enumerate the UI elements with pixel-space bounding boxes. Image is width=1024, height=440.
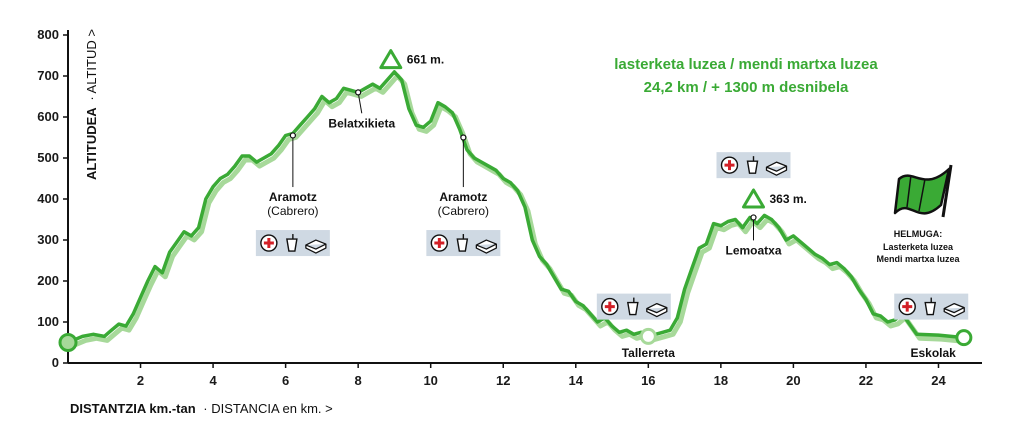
drink-cup-icon: [286, 238, 298, 252]
service-icons-box: [716, 152, 791, 179]
service-icons-box: [894, 293, 969, 320]
x-tick-label: 14: [569, 373, 584, 388]
finish-flag-icon: [893, 164, 953, 218]
food-sandwich-icon: [646, 302, 668, 318]
finish-title: HELMUGA:: [894, 229, 943, 239]
x-tick-label: 16: [641, 373, 655, 388]
endpoint-label: Eskolak: [910, 346, 956, 360]
first-aid-cross: [902, 301, 913, 312]
y-tick-label: 400: [37, 191, 59, 206]
service-icons-box: [255, 230, 330, 257]
elevation-line: [67, 70, 965, 345]
food-sandwich-icon: [475, 239, 497, 254]
point-sub-label: (Cabrero): [267, 204, 318, 218]
elevation-series: [67, 70, 968, 349]
drink-cup-icon: [626, 301, 639, 316]
point-marker: [460, 134, 467, 141]
y-tick-label: 500: [37, 150, 59, 165]
point-leader-line: [357, 92, 363, 114]
x-tick-label: 22: [859, 373, 873, 388]
x-tick-label: 6: [282, 373, 289, 388]
finish-line1: Lasterketa luzea: [883, 242, 954, 252]
x-axis-label: DISTANTZIA km.-tan · DISTANCIA en km. >: [70, 401, 333, 416]
y-tick-label: 800: [37, 27, 59, 42]
x-tick-label: 2: [137, 373, 144, 388]
peak-triangle-icon: [742, 188, 765, 209]
point-name-label: Belatxikieta: [328, 116, 395, 130]
y-axis-label-rest: · ALTITUD >: [84, 29, 99, 101]
food-sandwich-icon: [943, 302, 965, 318]
point-name-label: Aramotz: [439, 190, 487, 204]
peak-altitude-label: 661 m.: [407, 53, 444, 67]
food-sandwich-icon: [305, 239, 327, 254]
drink-cup-icon: [746, 160, 759, 174]
food-sandwich-icon: [765, 161, 788, 176]
drink-cup-icon: [924, 301, 937, 316]
y-tick-label: 300: [37, 232, 59, 247]
point-sub-label: (Cabrero): [438, 204, 489, 218]
point-name-label: Aramotz: [269, 190, 317, 204]
endpoint-marker: [955, 329, 973, 347]
annotations: 661 m.363 m.Aramotz(Cabrero)Aramotz(Cabr…: [58, 49, 973, 360]
x-tick-label: 4: [209, 373, 217, 388]
elevation-line-shadow: [70, 73, 968, 349]
point-marker: [355, 89, 362, 96]
first-aid-cross: [724, 160, 735, 171]
endpoint-marker: [639, 327, 657, 345]
y-axis-label-bold: ALTITUDEA: [84, 107, 99, 180]
point-marker: [289, 132, 296, 139]
finish-line2: Mendi martxa luzea: [876, 254, 960, 264]
service-icons-box: [426, 230, 501, 257]
x-tick-label: 20: [786, 373, 800, 388]
peak-triangle-icon: [379, 49, 403, 70]
y-tick-label: 600: [37, 109, 59, 124]
y-tick-label: 100: [37, 314, 59, 329]
point-marker: [750, 214, 757, 221]
y-axis-label: ALTITUDEA · ALTITUD >: [84, 29, 99, 180]
service-icons-box: [596, 293, 671, 320]
peak-altitude-label: 363 m.: [770, 192, 807, 206]
y-tick-label: 700: [37, 68, 59, 83]
chart-heading-line1: lasterketa luzea / mendi martxa luzea: [614, 56, 878, 73]
x-tick-label: 24: [931, 373, 946, 388]
x-tick-label: 10: [423, 373, 437, 388]
first-aid-cross: [604, 301, 615, 312]
y-tick-label: 200: [37, 273, 59, 288]
x-tick-label: 18: [714, 373, 728, 388]
x-tick-label: 8: [355, 373, 362, 388]
x-axis-label-rest: · DISTANCIA en km. >: [203, 401, 332, 416]
point-name-label: Lemoatxa: [725, 243, 781, 257]
first-aid-cross: [434, 238, 445, 249]
first-aid-cross: [263, 238, 274, 249]
x-axis-label-bold: DISTANTZIA km.-tan: [70, 401, 196, 416]
endpoint-label: Tallerreta: [622, 346, 675, 360]
chart-heading-line2: 24,2 km / + 1300 m desnibela: [644, 79, 849, 96]
x-tick-label: 12: [496, 373, 510, 388]
y-tick-label: 0: [52, 355, 59, 370]
drink-cup-icon: [456, 238, 469, 252]
start-marker: [58, 333, 78, 352]
